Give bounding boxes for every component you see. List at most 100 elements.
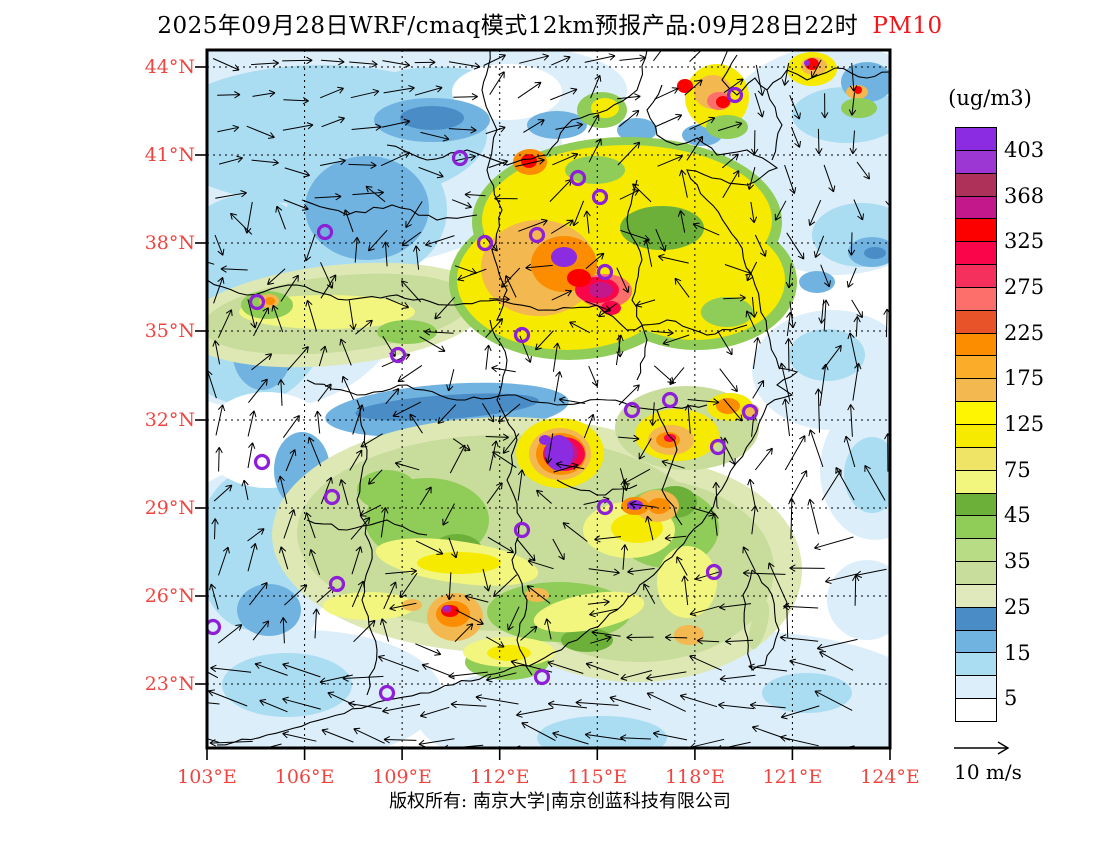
legend-box-16 [955,492,997,517]
legend-box-8 [955,309,997,334]
station-marker-21 [709,438,727,456]
lat-label-29N: 29°N [144,497,195,519]
legend-value-25: 25 [1004,594,1031,619]
legend-value-325: 325 [1004,229,1045,254]
province-border [596,304,748,336]
station-marker-10 [596,263,614,281]
lon-label-121E: 121°E [762,766,823,788]
legend-box-0 [955,127,997,151]
legend-value-175: 175 [1004,366,1045,391]
legend-value-5: 5 [1004,686,1018,711]
province-border [207,279,598,311]
forecast-map [195,48,892,760]
station-marker-5 [389,346,407,364]
station-marker-7 [726,86,744,104]
legend-box-5 [955,241,997,266]
lon-label-106E: 106°E [274,766,335,788]
legend-box-12 [955,401,997,425]
figure-title-text: 2025年09月28日WRF/cmaq模式12km预报产品:09月28日22时 [157,13,859,39]
legend-value-35: 35 [1004,549,1031,574]
legend-box-10 [955,355,997,380]
station-marker-13 [323,488,341,506]
lat-label-41N: 41°N [144,144,195,166]
legend-box-15 [955,469,997,494]
legend-value-15: 15 [1004,640,1031,665]
legend-box-6 [955,264,997,288]
coastline [742,569,780,671]
province-border [481,50,508,321]
station-marker-3 [528,226,546,244]
legend-box-24 [955,675,997,700]
station-marker-23 [705,563,723,581]
station-marker-15 [207,618,222,636]
station-marker-2 [476,234,494,252]
station-marker-11 [661,391,679,409]
wind-scale-arrow [954,741,1010,755]
lat-label-32N: 32°N [144,409,195,431]
lon-label-109E: 109°E [372,766,432,788]
province-border [306,519,428,536]
legend-box-23 [955,652,997,677]
legend-value-75: 75 [1004,457,1031,482]
station-marker-19 [623,401,641,419]
coastline [216,84,799,746]
station-marker-17 [513,521,531,539]
station-marker-9 [591,188,609,206]
legend-value-225: 225 [1004,320,1045,345]
legend-value-368: 368 [1004,183,1045,208]
legend-box-25 [955,698,997,722]
province-border [766,89,783,161]
station-marker-16 [378,684,396,702]
legend-box-11 [955,378,997,403]
station-marker-8 [569,169,587,187]
legend-value-275: 275 [1004,274,1045,299]
province-border [626,179,648,381]
legend-box-22 [955,629,997,654]
province-border [356,399,378,696]
lon-label-118E: 118°E [665,766,725,788]
station-marker-12 [253,453,271,471]
map-field [207,50,890,748]
lon-label-103E: 103°E [177,766,237,788]
legend-value-45: 45 [1004,503,1031,528]
lat-label-44N: 44°N [144,56,195,78]
lon-label-112E: 112°E [469,766,530,788]
legend-box-21 [955,606,997,631]
legend-value-403: 403 [1004,137,1045,162]
station-marker-4 [248,293,266,311]
province-border [301,199,478,221]
wind-scale-label: 10 m/s [954,760,1022,784]
legend-box-9 [955,332,997,357]
province-border [306,379,708,411]
legend-box-13 [955,423,997,448]
province-border [546,50,648,156]
lat-label-35N: 35°N [144,320,195,342]
legend-box-1 [955,149,997,174]
station-marker-22 [596,498,614,516]
lat-label-23N: 23°N [144,673,195,695]
copyright-line: 版权所有: 南京大学|南京创蓝科技有限公司 [389,791,731,812]
lat-label-38N: 38°N [144,232,195,254]
legend-value-125: 125 [1004,412,1045,437]
station-marker-1 [316,223,334,241]
province-border [386,144,548,166]
province-border [489,319,533,676]
legend-box-2 [955,172,997,197]
legend-box-17 [955,515,997,540]
lat-label-26N: 26°N [144,585,195,607]
lon-label-115E: 115°E [567,766,628,788]
station-marker-18 [533,668,551,686]
legend-box-4 [955,218,997,243]
legend-box-7 [955,286,997,311]
lon-label-124E: 124°E [860,766,920,788]
legend-box-20 [955,583,997,608]
legend-box-18 [955,538,997,563]
province-border [656,409,683,526]
legend-box-3 [955,195,997,220]
figure-title: 2025年09月28日WRF/cmaq模式12km预报产品:09月28日22时 P… [140,6,960,40]
station-marker-6 [513,326,531,344]
station-marker-0 [451,149,469,167]
map-border [205,48,892,750]
legend-colorbar [955,127,997,722]
